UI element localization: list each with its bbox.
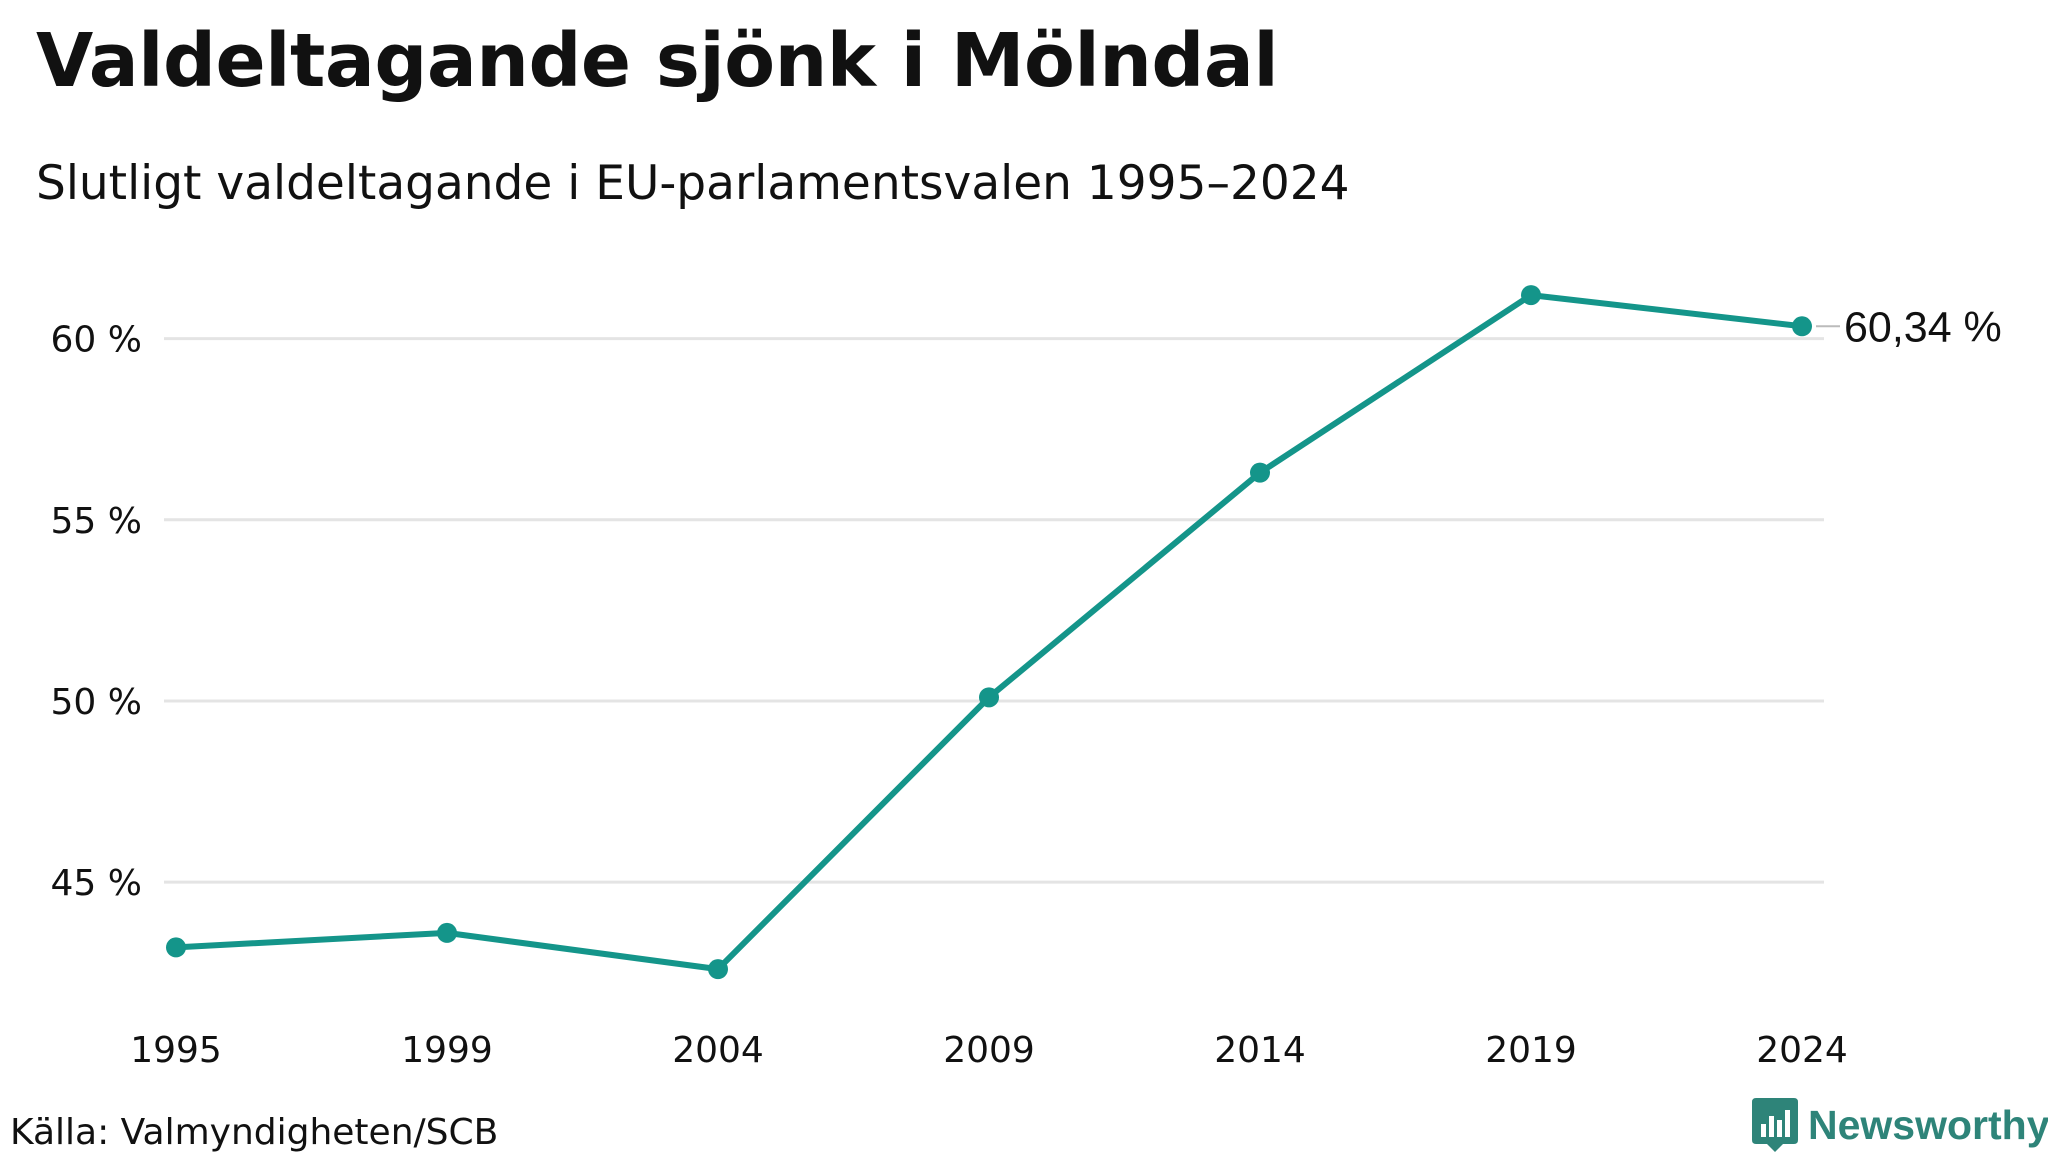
gridlines [164, 337, 1824, 884]
y-tick-label: 50 % [51, 682, 142, 723]
source-note: Källa: Valmyndigheten/SCB [10, 1112, 499, 1153]
data-point [166, 937, 186, 958]
y-tick-label: 60 % [51, 320, 142, 361]
data-point [979, 687, 999, 708]
data-point [1792, 316, 1812, 337]
data-point [1521, 285, 1541, 306]
x-tick-label: 2009 [943, 1030, 1035, 1071]
data-point [437, 922, 457, 943]
end-annotation: 60,34 % [1816, 303, 2002, 351]
x-tick-label: 2004 [672, 1030, 764, 1071]
brand-name: Newsworthy [1808, 1101, 2048, 1148]
y-tick-label: 55 % [51, 501, 142, 542]
x-tick-label: 2014 [1214, 1030, 1306, 1071]
newsworthy-logo: Newsworthy [1752, 1096, 2048, 1154]
x-tick-label: 1999 [401, 1030, 493, 1071]
chart-subtitle: Slutligt valdeltagande i EU-parlamentsva… [36, 156, 1350, 211]
x-tick-label: 1995 [130, 1030, 222, 1071]
data-point [708, 959, 728, 980]
x-tick-label: 2019 [1485, 1030, 1577, 1071]
data-point [1250, 462, 1270, 483]
chart-title: Valdeltagande sjönk i Mölndal [36, 18, 1279, 104]
series-line [173, 292, 1805, 973]
data-series [166, 285, 1812, 980]
y-axis-tick-labels: 45 % 50 % 55 % 60 % [51, 320, 142, 905]
y-tick-label: 45 % [51, 863, 142, 904]
bar-chart-badge-icon [1752, 1098, 1798, 1152]
x-axis-tick-labels: 1995 1999 2004 2009 2014 2019 2024 [130, 1030, 1848, 1071]
x-tick-label: 2024 [1756, 1030, 1848, 1071]
end-value-label: 60,34 % [1844, 303, 2002, 351]
